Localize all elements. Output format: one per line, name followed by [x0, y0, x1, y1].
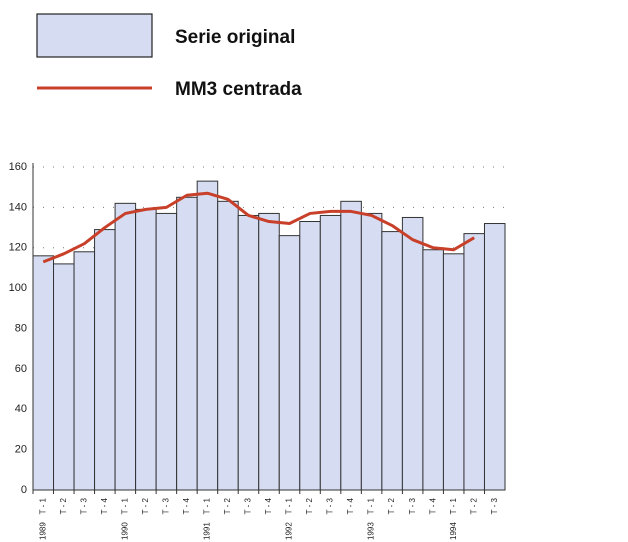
- bar: [340, 200, 362, 491]
- x-tick-label: T - 2: [59, 497, 68, 514]
- bar: [319, 214, 342, 491]
- bar: [381, 231, 403, 491]
- x-tick-label: T - 4: [346, 497, 355, 514]
- line: [42, 191, 475, 264]
- bar: [135, 208, 157, 491]
- year-label: 1993: [367, 522, 376, 540]
- legend-label: Serie original: [175, 27, 295, 48]
- bar: [422, 249, 444, 491]
- bar: [483, 223, 506, 491]
- bar: [217, 200, 239, 491]
- bar: [196, 180, 219, 491]
- y-tick-label: 80: [15, 322, 27, 334]
- x-tick-label: T - 4: [100, 497, 109, 514]
- x-tick-label: T - 3: [79, 497, 88, 514]
- x-tick-label: T - 2: [223, 497, 232, 514]
- bar: [73, 251, 96, 491]
- x-tick-label: T - 2: [305, 497, 314, 514]
- year-label: 1994: [449, 522, 458, 540]
- x-tick-label: T - 1: [285, 497, 294, 514]
- x-tick-label: T - 1: [203, 497, 212, 514]
- x-tick-label: T - 1: [120, 497, 129, 514]
- y-tick-label: 20: [15, 444, 27, 456]
- x-tick-label: T - 1: [38, 497, 47, 514]
- legend-swatch-bar: [36, 13, 153, 58]
- y-tick-label: 0: [21, 484, 27, 496]
- year-label: 1992: [285, 522, 294, 540]
- year-label: 1989: [38, 522, 47, 540]
- x-tick-label: T - 1: [367, 497, 376, 514]
- x-tick-label: T - 4: [182, 497, 191, 514]
- year-label: 1990: [120, 522, 129, 540]
- x-tick-label: T - 3: [326, 497, 335, 514]
- x-tick-label: T - 1: [449, 497, 458, 514]
- x-tick-label: T - 2: [469, 497, 478, 514]
- y-tick-label: 160: [9, 161, 27, 173]
- bar: [299, 221, 321, 491]
- bar: [94, 229, 116, 491]
- x-tick-label: T - 2: [387, 497, 396, 514]
- y-tick-label: 120: [9, 242, 27, 254]
- x-tick-label: T - 4: [428, 497, 437, 514]
- year-label: 1991: [203, 522, 212, 540]
- x-tick-label: T - 4: [264, 497, 273, 514]
- bar: [237, 214, 260, 491]
- y-tick-label: 140: [9, 201, 27, 213]
- bar: [360, 212, 383, 491]
- bar: [32, 255, 55, 491]
- x-tick-label: T - 3: [490, 497, 499, 514]
- bar: [155, 212, 178, 491]
- bar: [401, 216, 424, 491]
- y-tick-label: 60: [15, 363, 27, 375]
- x-tick-label: T - 3: [162, 497, 171, 514]
- bar: [176, 196, 198, 491]
- y-tick-label: 100: [9, 282, 27, 294]
- bar: [463, 233, 485, 491]
- bar: [442, 253, 465, 491]
- bar: [114, 202, 137, 491]
- x-tick-label: T - 3: [408, 497, 417, 514]
- x-tick-label: T - 3: [244, 497, 253, 514]
- x-tick-label: T - 2: [141, 497, 150, 514]
- legend-label: MM3 centrada: [175, 79, 302, 100]
- bar: [53, 263, 75, 491]
- y-tick-label: 40: [15, 403, 27, 415]
- bar: [258, 212, 280, 491]
- bar: [278, 235, 301, 491]
